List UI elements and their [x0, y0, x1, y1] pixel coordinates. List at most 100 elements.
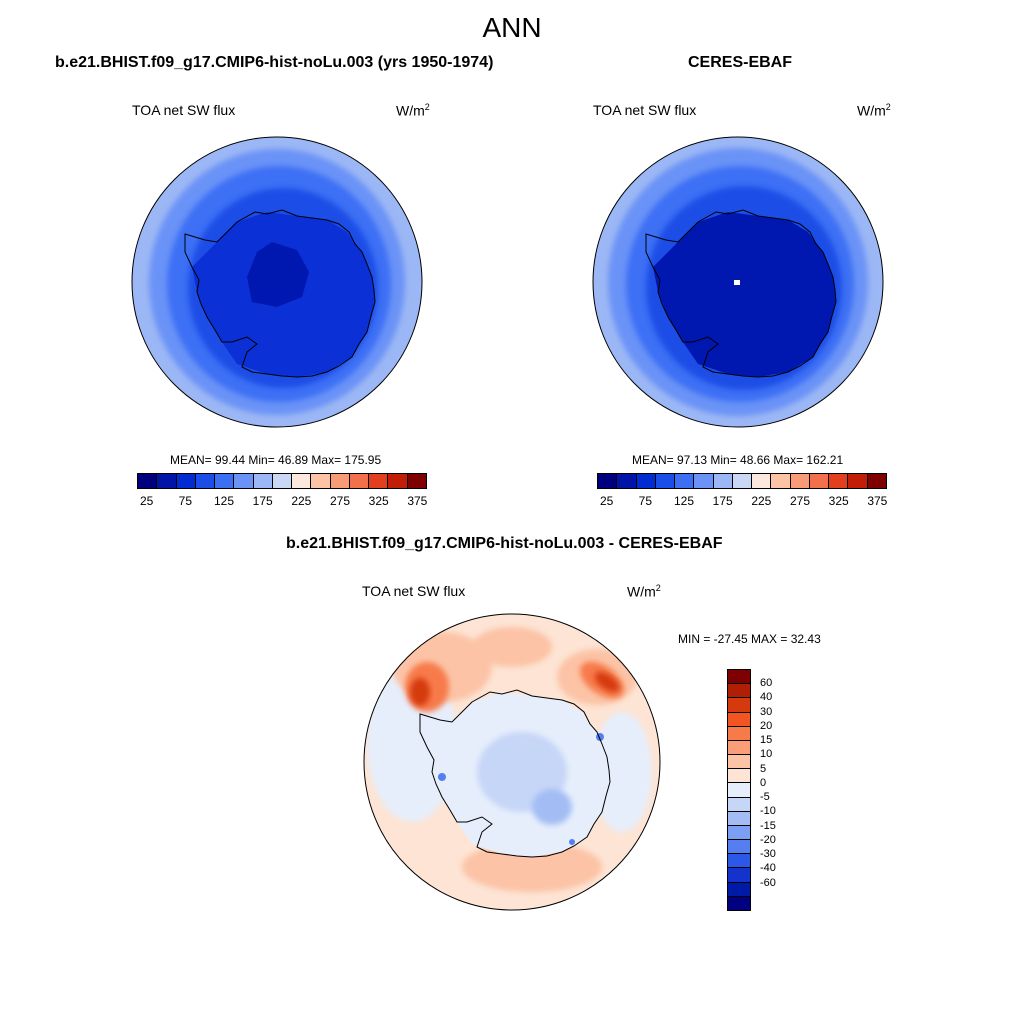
diff-colorbar — [727, 669, 751, 911]
colorbar-tick-label: -60 — [760, 876, 776, 889]
obs-panel-title: CERES-EBAF — [688, 54, 793, 71]
colorbar-swatch — [407, 474, 426, 488]
colorbar-swatch — [176, 474, 196, 488]
model-colorbar — [137, 473, 427, 489]
colorbar-swatch — [253, 474, 273, 488]
colorbar-swatch — [694, 474, 714, 488]
colorbar-tick-label: 375 — [867, 494, 888, 508]
colorbar-swatch — [867, 474, 886, 488]
colorbar-swatch — [728, 825, 750, 841]
colorbar-tick-label: 10 — [760, 748, 773, 761]
colorbar-tick-label: 0 — [760, 776, 767, 789]
colorbar-swatch — [728, 769, 750, 784]
colorbar-swatch — [728, 811, 750, 826]
model-units-label: W/m2 — [396, 102, 430, 119]
figure-title: ANN — [482, 12, 542, 43]
colorbar-tick-label: -20 — [760, 833, 776, 846]
colorbar-swatch — [829, 474, 849, 488]
colorbar-tick-label: -30 — [760, 848, 776, 861]
colorbar-swatch — [728, 868, 750, 883]
colorbar-swatch — [728, 698, 750, 713]
diff-polar-map — [363, 613, 661, 911]
model-polar-map — [131, 136, 423, 428]
colorbar-tick-label: 30 — [760, 705, 773, 718]
colorbar-swatch — [771, 474, 791, 488]
colorbar-tick-label: 75 — [178, 494, 193, 508]
colorbar-swatch — [330, 474, 350, 488]
colorbar-swatch — [728, 684, 750, 699]
model-panel-title: b.e21.BHIST.f09_g17.CMIP6-hist-noLu.003 … — [55, 54, 494, 71]
colorbar-swatch — [713, 474, 733, 488]
colorbar-swatch — [157, 474, 177, 488]
colorbar-tick-label: 125 — [213, 494, 235, 508]
colorbar-tick-label: 25 — [139, 494, 154, 508]
colorbar-tick-label: 75 — [638, 494, 653, 508]
obs-variable-label: TOA net SW flux — [593, 102, 697, 118]
model-stats: MEAN= 99.44 Min= 46.89 Max= 175.95 — [170, 453, 382, 467]
colorbar-tick-label: 325 — [828, 494, 849, 508]
colorbar-tick-label: -15 — [760, 819, 776, 832]
colorbar-swatch — [138, 474, 158, 488]
colorbar-tick-label: 15 — [760, 734, 773, 747]
colorbar-tick-label: 40 — [760, 691, 773, 704]
colorbar-tick-label: 125 — [673, 494, 695, 508]
colorbar-tick-label: 20 — [760, 719, 773, 732]
colorbar-swatch — [369, 474, 389, 488]
obs-stats: MEAN= 97.13 Min= 48.66 Max= 162.21 — [632, 453, 844, 467]
colorbar-swatch — [728, 755, 750, 770]
colorbar-swatch — [728, 783, 750, 798]
colorbar-swatch — [675, 474, 695, 488]
colorbar-swatch — [790, 474, 810, 488]
coastline — [184, 209, 376, 378]
colorbar-tick-label: 225 — [291, 494, 312, 508]
colorbar-tick-label: -10 — [760, 805, 776, 818]
colorbar-swatch — [728, 854, 750, 869]
colorbar-swatch — [655, 474, 676, 488]
colorbar-swatch — [617, 474, 637, 488]
coastline — [419, 689, 611, 858]
colorbar-swatch — [234, 474, 254, 488]
colorbar-tick-label: 275 — [789, 494, 811, 508]
colorbar-tick-label: -40 — [760, 862, 776, 875]
colorbar-tick-label: -5 — [760, 791, 770, 804]
colorbar-swatch — [215, 474, 235, 488]
model-variable-label: TOA net SW flux — [132, 102, 236, 118]
colorbar-swatch — [598, 474, 618, 488]
colorbar-swatch — [311, 474, 331, 488]
colorbar-swatch — [752, 474, 772, 488]
diff-stats: MIN = -27.45 MAX = 32.43 — [678, 632, 821, 646]
diff-panel-title: b.e21.BHIST.f09_g17.CMIP6-hist-noLu.003 … — [286, 535, 723, 552]
diff-colorbar-ticks: 60 40 30 20 15 10 5 0 -5 -10 -15 -20 -30 -40 -60 — [760, 669, 800, 911]
colorbar-swatch — [292, 474, 312, 488]
coastline — [645, 209, 837, 378]
colorbar-swatch — [728, 840, 750, 855]
obs-units-label: W/m2 — [857, 102, 891, 119]
colorbar-swatch — [272, 474, 293, 488]
colorbar-swatch — [728, 797, 750, 812]
colorbar-swatch — [809, 474, 830, 488]
colorbar-swatch — [636, 474, 656, 488]
colorbar-tick-label: 225 — [751, 494, 772, 508]
colorbar-tick-label: 5 — [760, 762, 767, 775]
colorbar-tick-label: 375 — [407, 494, 428, 508]
model-colorbar-ticks: 25 75 125 175 225 275 325 375 — [137, 494, 427, 508]
colorbar-tick-label: 275 — [329, 494, 351, 508]
colorbar-swatch — [848, 474, 868, 488]
obs-polar-map — [592, 136, 884, 428]
colorbar-tick-label: 175 — [252, 494, 273, 508]
diff-variable-label: TOA net SW flux — [362, 583, 466, 599]
colorbar-tick-label: 325 — [368, 494, 389, 508]
colorbar-swatch — [728, 740, 750, 756]
diff-units-label: W/m2 — [627, 583, 661, 600]
colorbar-swatch — [728, 726, 750, 741]
colorbar-swatch — [349, 474, 370, 488]
colorbar-swatch — [732, 474, 753, 488]
colorbar-tick-label: 25 — [599, 494, 614, 508]
colorbar-swatch — [388, 474, 408, 488]
colorbar-swatch — [728, 882, 750, 897]
colorbar-tick-label: 175 — [712, 494, 733, 508]
obs-colorbar-ticks: 25 75 125 175 225 275 325 375 — [597, 494, 887, 508]
colorbar-swatch — [728, 712, 750, 727]
colorbar-tick-label: 60 — [760, 677, 773, 690]
obs-colorbar — [597, 473, 887, 489]
